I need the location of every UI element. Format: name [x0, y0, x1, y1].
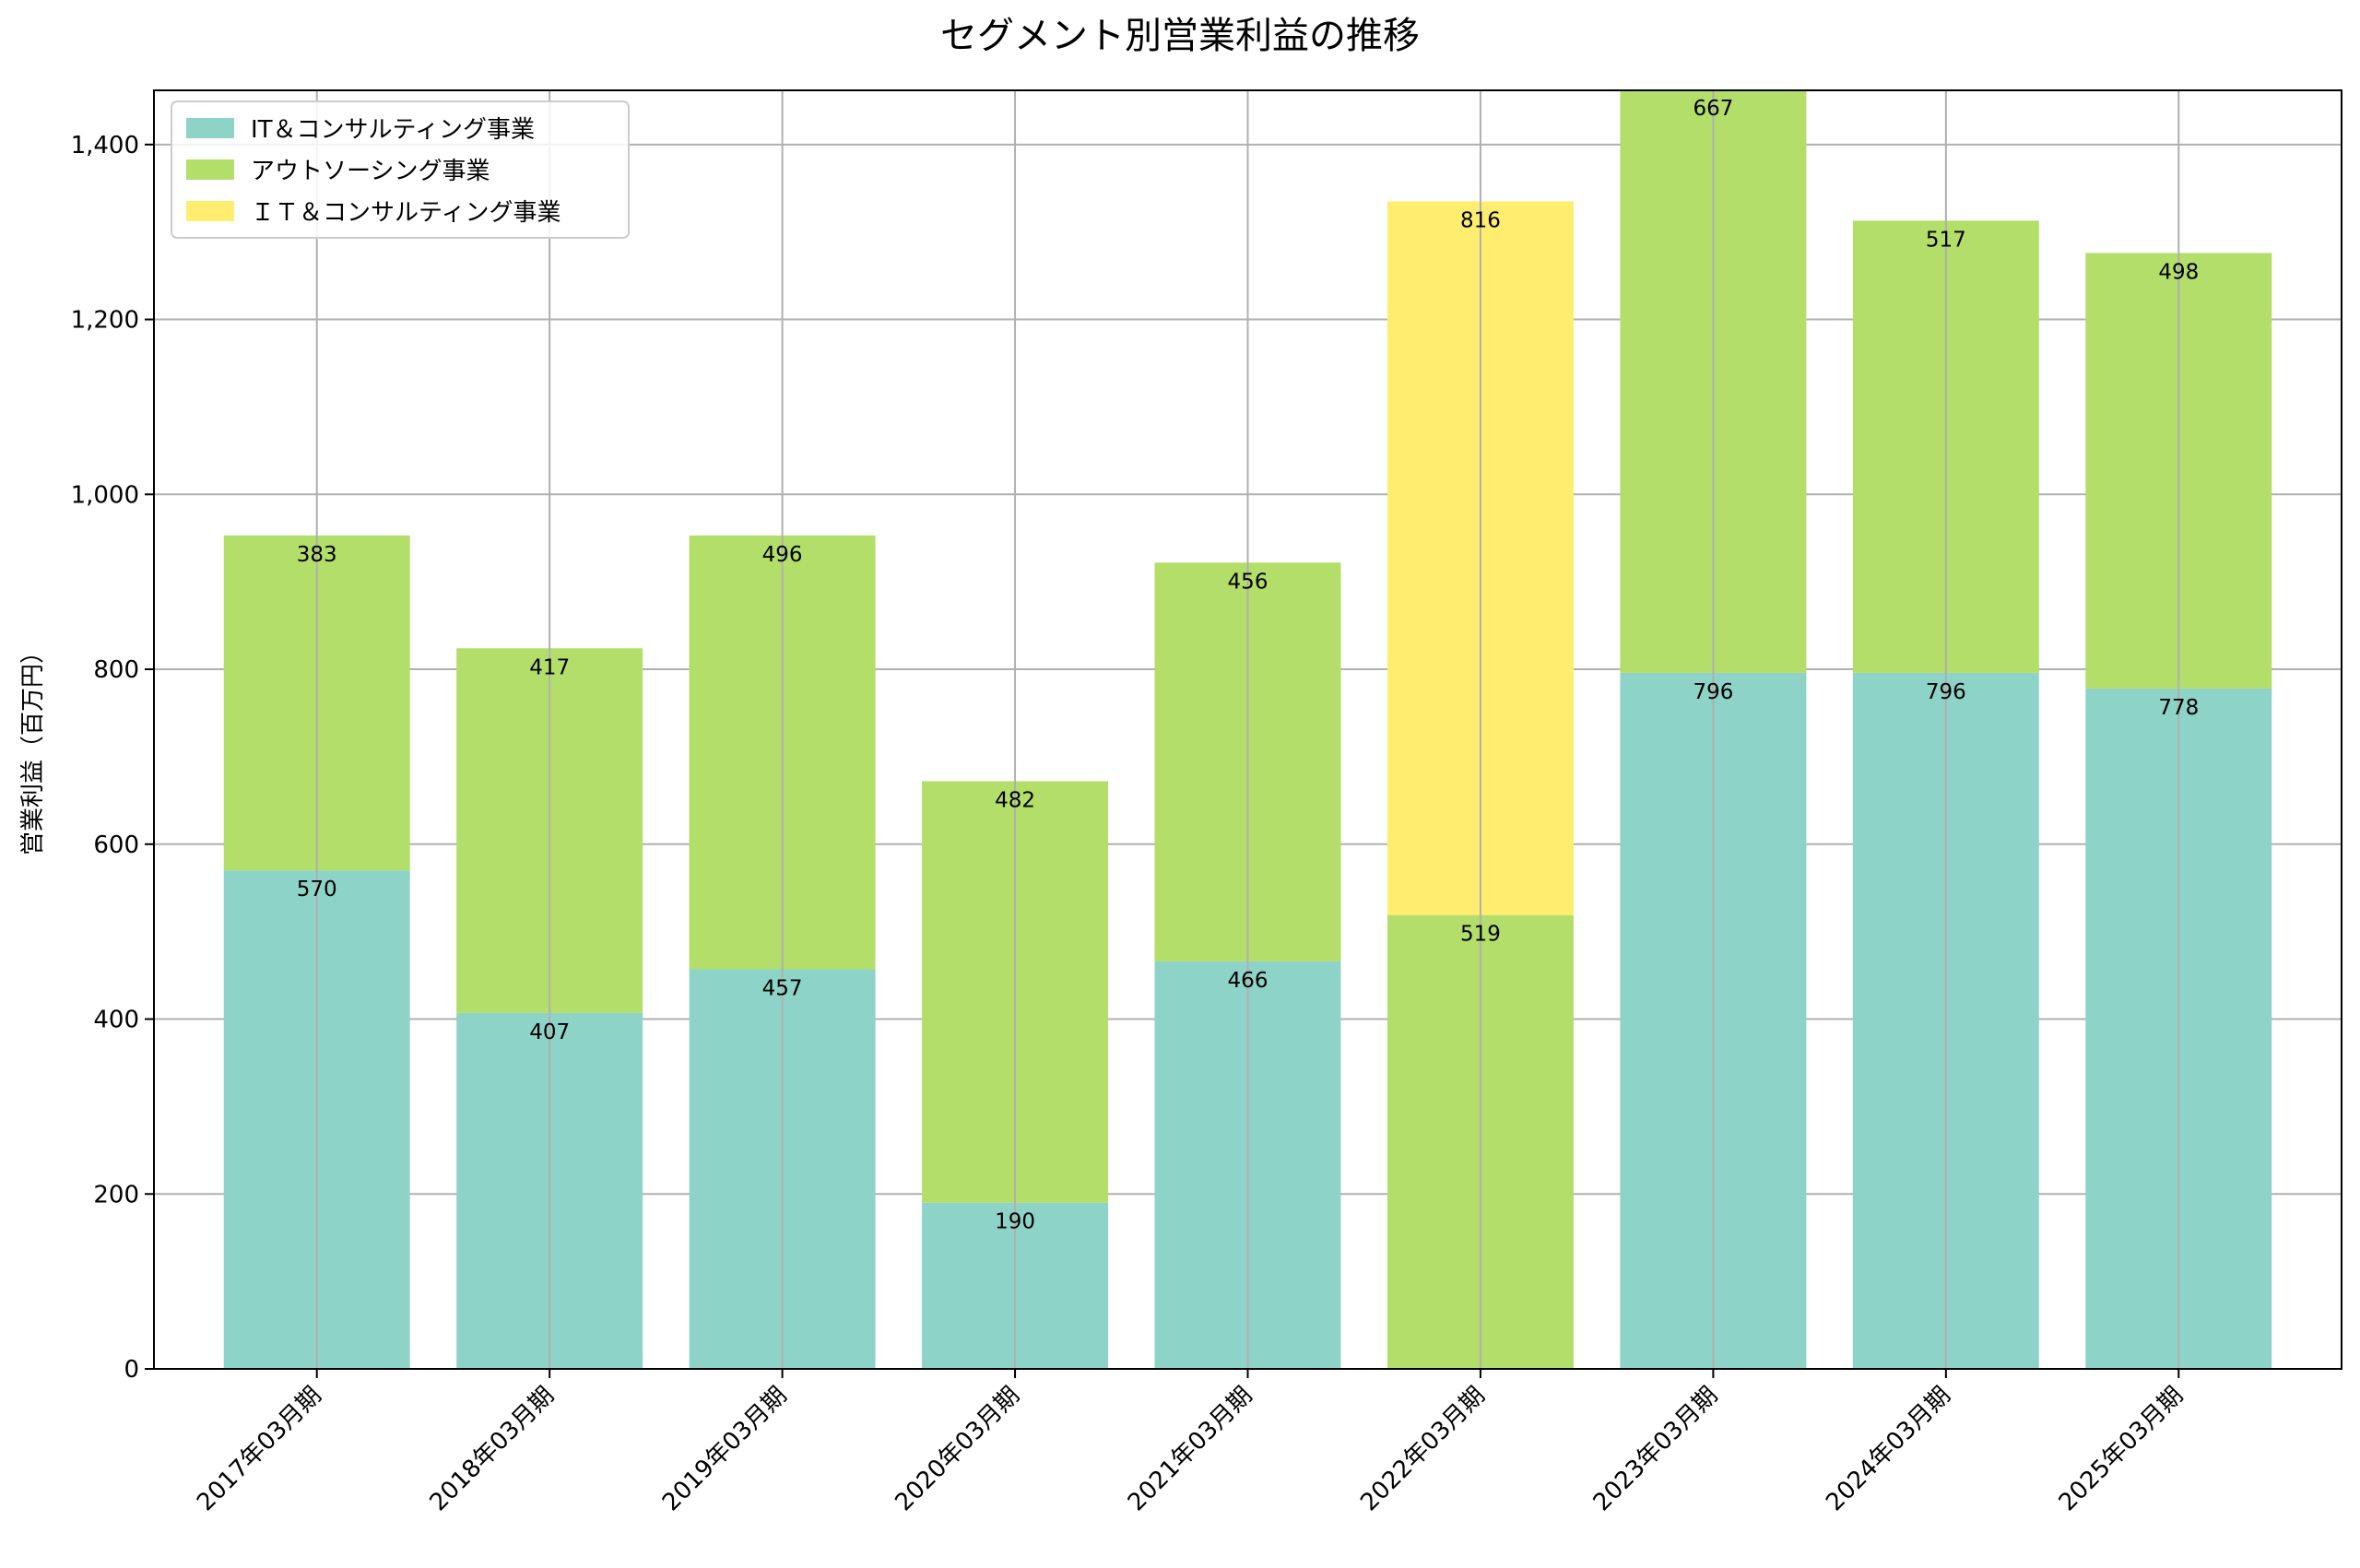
data-label: 456 — [1228, 570, 1268, 594]
data-label: 519 — [1460, 923, 1501, 947]
data-label: 667 — [1693, 97, 1733, 121]
y-tick-label: 1,000 — [71, 481, 139, 509]
data-label: 778 — [2158, 696, 2199, 720]
x-tick-label: 2022年03月期 — [1355, 1382, 1491, 1517]
data-label: 796 — [1693, 680, 1733, 704]
y-tick-label: 600 — [93, 831, 139, 859]
legend-entry: ＩＴ＆コンサルティング事業 — [251, 199, 560, 227]
data-label: 517 — [1926, 228, 1966, 252]
y-tick-label: 1,200 — [71, 307, 139, 335]
data-label: 498 — [2158, 260, 2199, 284]
y-tick-label: 0 — [124, 1356, 139, 1384]
x-tick-label: 2025年03月期 — [2054, 1382, 2189, 1517]
x-tick-label: 2021年03月期 — [1123, 1382, 1258, 1517]
x-tick-label: 2018年03月期 — [425, 1382, 560, 1517]
data-label: 466 — [1228, 969, 1268, 993]
data-label: 816 — [1460, 208, 1501, 232]
data-label: 457 — [762, 976, 803, 1000]
y-axis-ticks: 0 200 400 600 800 1,000 1,200 1,400 — [71, 132, 154, 1384]
chart-title: セグメント別営業利益の推移 — [940, 15, 1420, 57]
data-labels: 570 383 407 417 457 496 190 482 466 456 519 816 796 6… — [297, 97, 2199, 1234]
data-label: 496 — [762, 543, 803, 567]
legend-entry: アウトソーシング事業 — [251, 158, 490, 185]
vertical-grid-lines — [315, 90, 2180, 1369]
y-tick-label: 1,400 — [71, 132, 139, 159]
x-tick-label: 2023年03月期 — [1588, 1382, 1724, 1517]
legend-swatch — [186, 118, 234, 138]
data-label: 383 — [297, 543, 337, 567]
legend-box — [171, 100, 630, 239]
y-tick-label: 200 — [93, 1181, 139, 1208]
x-tick-label: 2024年03月期 — [1821, 1382, 1956, 1517]
data-label: 570 — [297, 878, 337, 902]
x-tick-label: 2019年03月期 — [657, 1382, 793, 1517]
legend-swatch — [186, 201, 234, 221]
data-label: 407 — [529, 1020, 570, 1044]
data-label: 482 — [995, 788, 1035, 812]
x-tick-label: 2017年03月期 — [192, 1382, 327, 1517]
data-label: 796 — [1926, 680, 1966, 704]
x-axis-ticks: 2017年03月期 2018年03月期 2019年03月期 2020年03月期 2021… — [192, 1369, 2189, 1516]
x-tick-label: 2020年03月期 — [890, 1382, 1025, 1517]
y-tick-label: 800 — [93, 656, 139, 684]
data-label: 190 — [995, 1210, 1035, 1234]
legend-entry: IT＆コンサルティング事業 — [251, 116, 535, 144]
data-label: 417 — [529, 655, 570, 679]
y-tick-label: 400 — [93, 1007, 139, 1034]
y-axis-label: 営業利益（百万円） — [19, 640, 47, 855]
legend-swatch — [186, 159, 234, 180]
